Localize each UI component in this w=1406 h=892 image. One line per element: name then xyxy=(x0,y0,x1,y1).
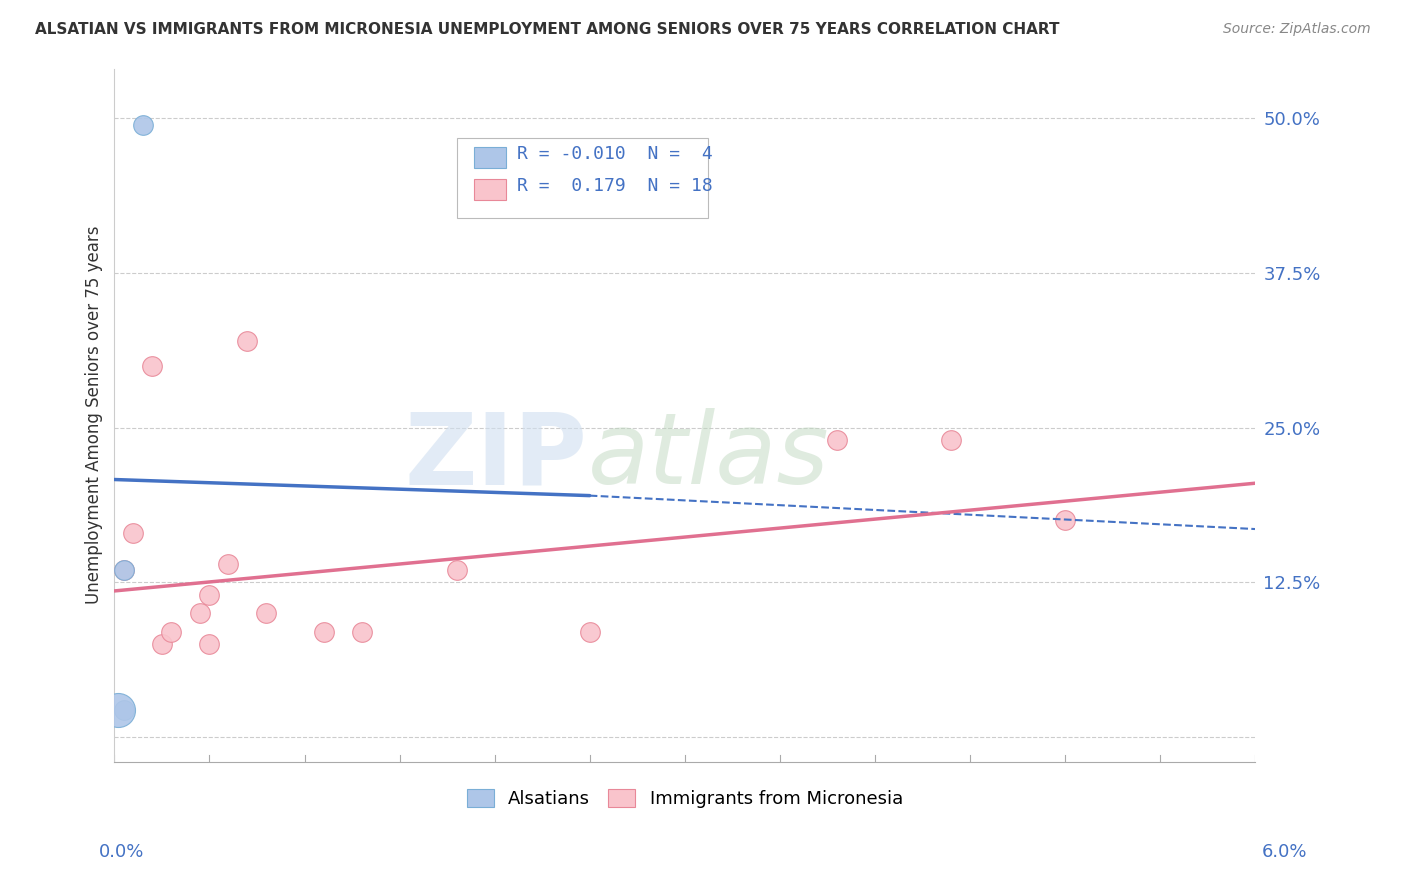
Point xyxy=(132,119,155,133)
Point xyxy=(217,557,239,571)
Point xyxy=(107,703,129,717)
Point xyxy=(312,624,335,639)
Y-axis label: Unemployment Among Seniors over 75 years: Unemployment Among Seniors over 75 years xyxy=(86,226,103,605)
Text: atlas: atlas xyxy=(588,409,830,505)
Point xyxy=(160,624,183,639)
Point xyxy=(112,703,135,717)
Point xyxy=(112,563,135,577)
Point xyxy=(446,563,468,577)
Text: Source: ZipAtlas.com: Source: ZipAtlas.com xyxy=(1223,22,1371,37)
Legend: Alsatians, Immigrants from Micronesia: Alsatians, Immigrants from Micronesia xyxy=(460,781,910,815)
Point xyxy=(939,433,962,447)
Point xyxy=(1053,513,1076,527)
Bar xyxy=(474,179,506,200)
FancyBboxPatch shape xyxy=(457,138,707,218)
Point xyxy=(112,563,135,577)
Text: R = -0.010  N =  4: R = -0.010 N = 4 xyxy=(517,145,713,163)
Point xyxy=(188,606,211,620)
Bar xyxy=(474,147,506,168)
Text: 0.0%: 0.0% xyxy=(98,843,143,861)
Point xyxy=(198,637,221,651)
Point xyxy=(198,588,221,602)
Point xyxy=(256,606,278,620)
Point xyxy=(141,359,163,373)
Text: ALSATIAN VS IMMIGRANTS FROM MICRONESIA UNEMPLOYMENT AMONG SENIORS OVER 75 YEARS : ALSATIAN VS IMMIGRANTS FROM MICRONESIA U… xyxy=(35,22,1060,37)
Point xyxy=(150,637,173,651)
Text: R =  0.179  N = 18: R = 0.179 N = 18 xyxy=(517,178,713,195)
Point xyxy=(825,433,848,447)
Text: 6.0%: 6.0% xyxy=(1263,843,1308,861)
Point xyxy=(350,624,373,639)
Point xyxy=(236,334,259,348)
Point xyxy=(122,525,145,540)
Point xyxy=(578,624,600,639)
Text: ZIP: ZIP xyxy=(405,409,588,505)
